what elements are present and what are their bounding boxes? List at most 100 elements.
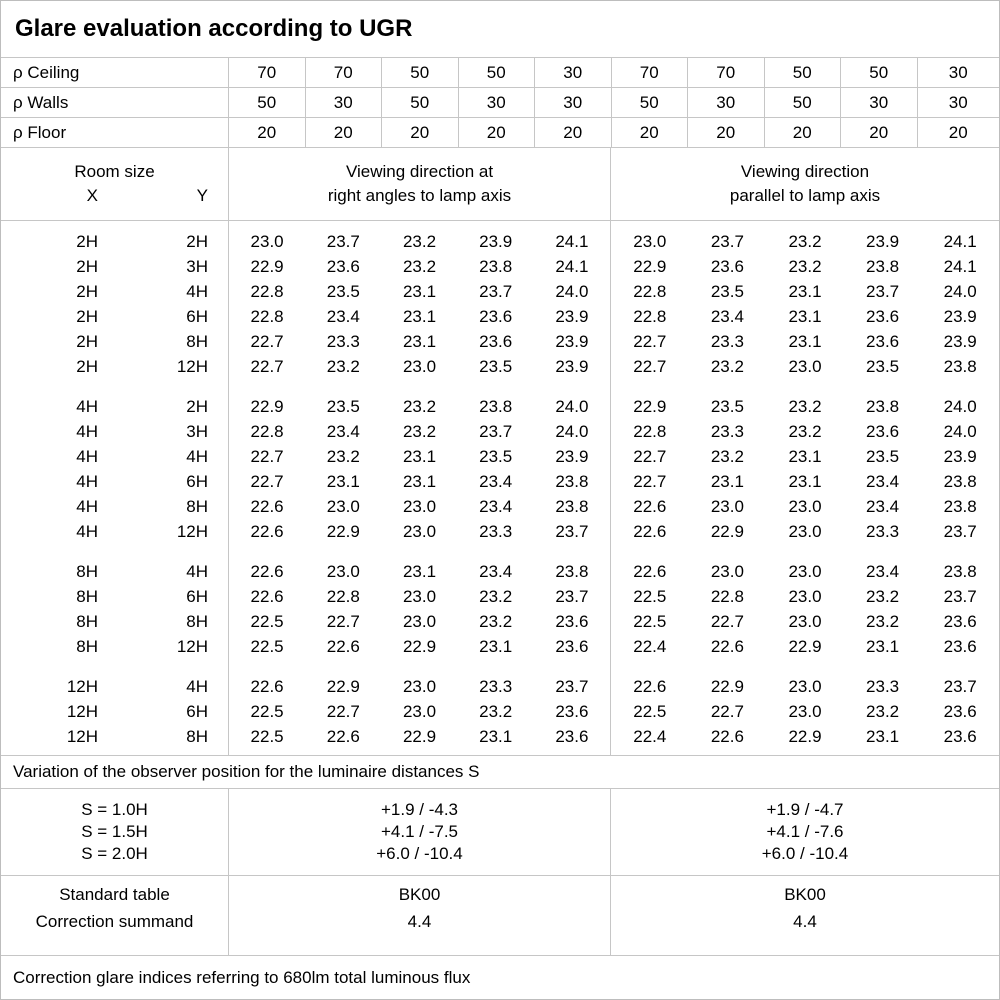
reflectance-value-cell: 30	[534, 58, 611, 87]
ugr-value-cell: 23.0	[788, 497, 822, 516]
ugr-value-cell: 23.2	[788, 232, 822, 251]
room-y-value: 8H	[186, 612, 208, 631]
ugr-value-cell: 23.7	[943, 587, 977, 606]
ugr-value-cell: 23.0	[402, 677, 437, 696]
table-row-label: 4H 6H	[1, 469, 228, 494]
reflectance-value-cell: 30	[840, 88, 917, 117]
ugr-value-cell: 22.7	[250, 332, 284, 351]
table-row-label: 2H 8H	[1, 329, 228, 354]
ugr-value-cell: 22.7	[710, 702, 744, 721]
ugr-value-cell: 22.6	[710, 637, 744, 656]
ugr-value-cell: 22.4	[633, 727, 667, 746]
ugr-value-cell: 23.2	[479, 612, 513, 631]
room-x-value: 12H	[66, 677, 98, 696]
table-row-right-angles: 22.5 22.7 23.0 23.2 23.6	[229, 609, 610, 634]
ugr-value-cell: 23.5	[326, 282, 360, 301]
table-row-label: 12H 4H	[1, 674, 228, 699]
ugr-value-cell: 23.4	[479, 472, 513, 491]
standard-parallel-values: BK00 4.4	[610, 876, 999, 955]
ugr-value-cell: 23.7	[479, 422, 513, 441]
table-row-parallel: 22.6 22.9 23.0 23.3 23.7	[611, 674, 999, 699]
ugr-value-cell: 22.9	[326, 522, 360, 541]
ugr-value-cell: 24.0	[555, 282, 589, 301]
ugr-value-cell: 22.5	[633, 702, 667, 721]
ugr-value-cell: 22.8	[633, 307, 667, 326]
ugr-value-cell: 22.6	[710, 727, 744, 746]
room-y-value: 8H	[186, 727, 208, 746]
table-row-label: 8H 4H	[1, 559, 228, 584]
table-row-label: 4H 4H	[1, 444, 228, 469]
standard-parallel-value: 4.4	[793, 912, 817, 931]
table-row-parallel: 22.9 23.5 23.2 23.8 24.0	[611, 394, 999, 419]
room-y-value: 4H	[186, 677, 208, 696]
ugr-value-cell: 23.9	[555, 447, 589, 466]
ugr-value-cell: 23.1	[402, 562, 437, 581]
group-gap	[1, 544, 228, 559]
room-x-value: 8H	[76, 612, 98, 631]
ugr-value-cell: 24.0	[943, 282, 977, 301]
ugr-value-cell: 23.4	[479, 497, 513, 516]
s-parallel-value: +1.9 / -4.7	[766, 800, 844, 819]
reflectance-value-cell: 20	[916, 118, 1000, 147]
ugr-value-cell: 23.8	[555, 497, 589, 516]
ugr-value-cell: 24.1	[555, 232, 589, 251]
ugr-value-cell: 23.0	[788, 522, 822, 541]
reflectance-row: ρ Floor 20 20 20 20 20 20 20 20 20 20	[1, 118, 999, 148]
ugr-value-cell: 23.4	[326, 422, 360, 441]
reflectance-value-cell: 20	[763, 118, 841, 147]
variation-heading: Variation of the observer position for t…	[1, 756, 999, 789]
reflectance-value-cell: 50	[763, 88, 841, 117]
ugr-value-cell: 23.1	[479, 637, 513, 656]
ugr-value-cell: 23.0	[326, 562, 360, 581]
s-right-angles-value: +6.0 / -10.4	[376, 844, 463, 863]
ugr-value-cell: 23.1	[402, 332, 437, 351]
reflectance-value-cell: 50	[840, 58, 917, 87]
ugr-value-cell: 23.1	[402, 307, 437, 326]
room-y-value: 12H	[176, 357, 208, 376]
ugr-value-cell: 23.9	[866, 232, 900, 251]
ugr-value-cell: 23.1	[788, 282, 822, 301]
table-row-right-angles: 22.7 23.3 23.1 23.6 23.9	[229, 329, 610, 354]
table-row-right-angles: 22.8 23.5 23.1 23.7 24.0	[229, 279, 610, 304]
reflectance-value-cell: 20	[687, 118, 764, 147]
s-right-angles-value: +4.1 / -7.5	[380, 822, 459, 841]
room-x-value: 2H	[76, 357, 98, 376]
ugr-value-cell: 23.0	[250, 232, 284, 251]
ugr-value-cell: 23.3	[479, 522, 513, 541]
ugr-value-cell: 23.6	[866, 307, 900, 326]
ugr-value-cell: 23.1	[402, 282, 437, 301]
ugr-value-cell: 23.8	[866, 257, 900, 276]
ugr-value-cell: 23.9	[479, 232, 513, 251]
ugr-value-cell: 23.9	[943, 447, 977, 466]
footer-note: Correction glare indices referring to 68…	[13, 967, 471, 987]
table-header-row: Room size X Y Viewing direction at right…	[1, 148, 999, 221]
room-y-value: 8H	[186, 497, 208, 516]
ugr-value-cell: 22.8	[250, 422, 284, 441]
ugr-value-cell: 23.8	[943, 357, 977, 376]
s-right-angles-value: +1.9 / -4.3	[380, 800, 459, 819]
ugr-value-cell: 23.5	[479, 447, 513, 466]
room-y-value: 4H	[186, 562, 208, 581]
reflectance-value-cell: 30	[916, 58, 1000, 87]
ugr-value-cell: 23.2	[866, 702, 900, 721]
table-row-label: 2H 12H	[1, 354, 228, 379]
ugr-value-cell: 23.0	[788, 612, 822, 631]
ugr-value-cell: 23.9	[943, 307, 977, 326]
ugr-value-cell: 23.1	[402, 447, 437, 466]
reflectance-value-cell: 50	[457, 58, 535, 87]
ugr-value-cell: 23.4	[710, 307, 744, 326]
room-y-value: 2H	[186, 397, 208, 416]
room-y-value: 3H	[186, 257, 208, 276]
group-gap	[611, 659, 999, 674]
ugr-value-cell: 23.4	[479, 562, 513, 581]
room-x-value: 8H	[76, 587, 98, 606]
reflectance-value-cell: 20	[381, 118, 458, 147]
reflectance-value-cell: 20	[534, 118, 611, 147]
table-row-label: 12H 8H	[1, 724, 228, 749]
ugr-value-cell: 22.5	[633, 587, 667, 606]
room-y-value: 6H	[186, 307, 208, 326]
ugr-value-cell: 23.0	[402, 612, 437, 631]
ugr-value-cell: 22.9	[633, 257, 667, 276]
ugr-value-cell: 23.1	[479, 727, 513, 746]
ugr-value-cell: 22.9	[326, 677, 360, 696]
